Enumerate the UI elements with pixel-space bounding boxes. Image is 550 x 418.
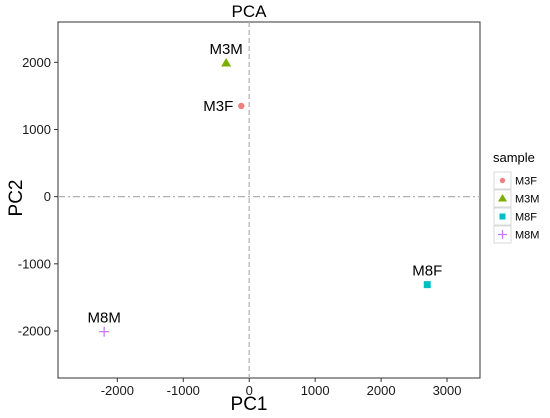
legend-label-m3m: M3M bbox=[515, 194, 539, 206]
y-tick-label: -2000 bbox=[18, 323, 51, 338]
x-tick-label: 2000 bbox=[367, 383, 396, 398]
point-m8f bbox=[423, 281, 431, 289]
legend-label-m8m: M8M bbox=[515, 230, 539, 242]
legend-key-m8f bbox=[499, 213, 506, 220]
legend-key-m8m bbox=[498, 230, 507, 239]
reference-lines bbox=[58, 22, 480, 378]
y-tick-label: -1000 bbox=[18, 256, 51, 271]
point-label-m8f: M8F bbox=[412, 263, 442, 280]
chart-title: PCA bbox=[232, 2, 268, 21]
point-m3f bbox=[238, 102, 245, 110]
x-axis-ticks: -2000 -1000 0 1000 2000 3000 bbox=[101, 378, 462, 398]
point-m8m bbox=[99, 326, 110, 337]
x-tick-label: -2000 bbox=[101, 383, 134, 398]
plot-panel bbox=[57, 21, 481, 379]
x-tick-label: 0 bbox=[246, 383, 253, 398]
point-label-m3m: M3M bbox=[209, 41, 242, 58]
x-tick-label: 3000 bbox=[433, 383, 462, 398]
legend-key-m3m bbox=[498, 194, 507, 202]
legend-key-m3f bbox=[499, 177, 506, 184]
x-axis-title: PC1 bbox=[231, 394, 268, 415]
x-tick-label: -1000 bbox=[167, 383, 200, 398]
legend: sample M3F M3M M8F M8M bbox=[493, 150, 539, 244]
legend-title: sample bbox=[493, 150, 535, 165]
point-label-m8m: M8M bbox=[87, 310, 120, 327]
y-tick-label: 1000 bbox=[22, 122, 51, 137]
y-axis-title: PC2 bbox=[6, 180, 27, 217]
point-labels: M3F M3M M8F M8M bbox=[87, 41, 442, 327]
y-tick-label: 0 bbox=[44, 189, 51, 204]
x-tick-label: 1000 bbox=[301, 383, 330, 398]
point-label-m3f: M3F bbox=[203, 98, 233, 115]
data-points bbox=[99, 57, 431, 337]
legend-label-m8f: M8F bbox=[515, 212, 537, 224]
legend-label-m3f: M3F bbox=[515, 176, 537, 188]
point-m3m bbox=[221, 57, 232, 67]
y-axis-ticks: -2000 -1000 0 1000 2000 bbox=[18, 55, 58, 338]
y-tick-label: 2000 bbox=[22, 55, 51, 70]
